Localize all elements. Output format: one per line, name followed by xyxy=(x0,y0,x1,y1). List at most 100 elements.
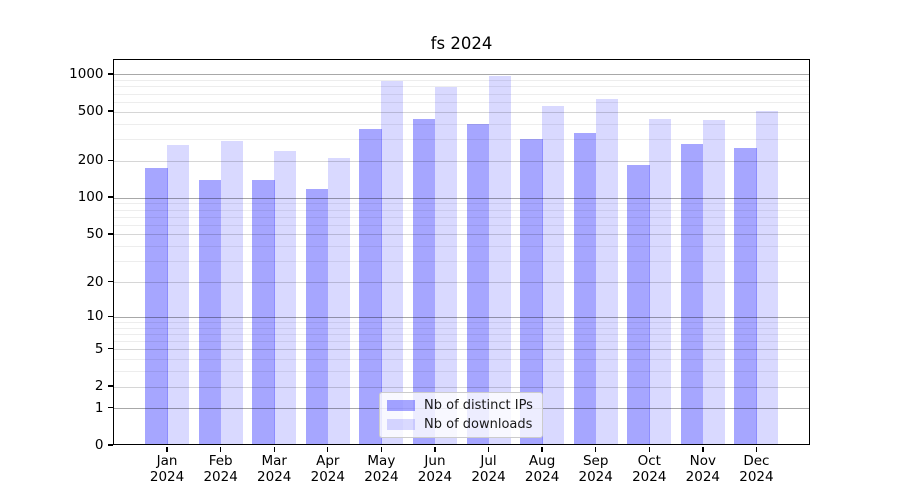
x-tick-mark xyxy=(434,446,436,452)
bar-downloads xyxy=(327,157,350,444)
gridline xyxy=(114,209,809,211)
bar-downloads xyxy=(649,118,672,444)
legend-row: Nb of downloads xyxy=(387,417,533,432)
y-tick-mark xyxy=(107,385,113,387)
bar-downloads xyxy=(381,81,404,444)
y-axis-tick-label: 100 xyxy=(77,189,104,206)
gridline xyxy=(114,101,809,103)
y-axis-tick-label: 2 xyxy=(94,378,104,394)
y-axis-tick-label: 50 xyxy=(86,225,104,242)
y-tick-mark xyxy=(107,196,113,198)
bar-downloads xyxy=(274,150,297,444)
chart-title: fs 2024 xyxy=(430,34,493,53)
bar-downloads xyxy=(434,87,457,444)
gridline xyxy=(114,203,809,205)
bar-downloads xyxy=(756,111,779,444)
gridline xyxy=(114,282,809,283)
gridline xyxy=(114,349,809,351)
x-tick-mark xyxy=(327,446,329,452)
bar-distinct-ips xyxy=(145,167,168,444)
x-tick-mark xyxy=(648,446,650,452)
gridline xyxy=(114,160,809,162)
bar-distinct-ips xyxy=(573,133,597,444)
gridline xyxy=(114,216,809,218)
x-axis-tick-label: Mar 2024 xyxy=(257,453,292,485)
x-axis-tick-label: Jul 2024 xyxy=(471,453,506,485)
y-tick-mark xyxy=(107,73,113,75)
y-axis-tick-label: 0 xyxy=(94,437,104,453)
x-tick-mark xyxy=(541,446,543,452)
bar-downloads xyxy=(167,145,190,444)
x-axis-tick-label: May 2024 xyxy=(364,453,399,485)
y-tick-mark xyxy=(107,110,113,112)
bar-distinct-ips xyxy=(734,148,757,444)
bar-distinct-ips xyxy=(359,128,382,444)
gridline xyxy=(114,321,809,323)
x-tick-mark xyxy=(594,446,597,452)
x-axis-tick-label: Feb 2024 xyxy=(203,453,238,485)
y-tick-mark xyxy=(107,407,113,409)
gridline xyxy=(114,139,809,141)
gridline xyxy=(114,86,809,88)
legend-row: Nb of distinct IPs xyxy=(387,398,533,413)
x-tick-mark xyxy=(380,446,383,452)
gridline xyxy=(114,386,809,388)
plot-inner: Nb of distinct IPs Nb of downloads xyxy=(114,60,809,444)
legend-label: Nb of downloads xyxy=(424,417,533,432)
bar-downloads xyxy=(542,106,565,444)
gridline xyxy=(114,80,809,82)
gridline xyxy=(114,371,809,373)
bar-downloads xyxy=(595,98,618,444)
gridline xyxy=(114,333,809,335)
x-tick-mark xyxy=(166,446,168,452)
y-tick-mark xyxy=(107,348,113,350)
gridline xyxy=(114,93,809,95)
y-tick-mark xyxy=(107,315,113,317)
x-tick-mark xyxy=(755,446,758,452)
gridline xyxy=(114,123,809,125)
x-tick-mark xyxy=(273,446,275,452)
gridline xyxy=(114,246,809,248)
y-axis-tick-label: 1000 xyxy=(69,65,104,82)
legend-swatch-downloads xyxy=(387,419,415,430)
y-tick-mark xyxy=(107,280,113,283)
bar-distinct-ips xyxy=(680,144,704,444)
y-tick-mark xyxy=(107,159,113,161)
bar-distinct-ips xyxy=(466,124,490,444)
y-axis-tick-label: 5 xyxy=(94,340,104,357)
legend: Nb of distinct IPs Nb of downloads xyxy=(379,392,543,438)
x-tick-mark xyxy=(487,446,490,452)
bar-distinct-ips xyxy=(198,180,222,444)
y-tick-mark xyxy=(107,233,113,235)
gridline xyxy=(114,74,809,76)
gridline xyxy=(114,261,809,263)
x-axis-tick-label: Jan 2024 xyxy=(149,453,185,485)
legend-swatch-distinct-ips xyxy=(387,400,415,411)
gridline xyxy=(114,234,809,236)
y-axis-tick-label: 200 xyxy=(77,152,104,169)
x-axis-tick-label: Aug 2024 xyxy=(524,453,560,485)
y-axis-tick-label: 1 xyxy=(94,399,104,416)
x-axis-tick-label: Jun 2024 xyxy=(417,453,453,485)
gridline xyxy=(114,111,809,113)
y-axis-tick-label: 10 xyxy=(86,308,104,325)
x-axis-tick-label: Sep 2024 xyxy=(578,453,613,485)
gridline xyxy=(114,224,809,226)
x-tick-mark xyxy=(219,446,222,452)
x-axis-tick-label: Dec 2024 xyxy=(739,453,774,485)
gridline xyxy=(114,316,809,318)
x-tick-mark xyxy=(702,446,704,452)
y-axis-tick-label: 20 xyxy=(86,273,104,290)
x-axis-tick-label: Oct 2024 xyxy=(632,453,667,485)
x-axis-tick-label: Apr 2024 xyxy=(310,453,345,485)
gridline xyxy=(114,359,809,361)
gridline xyxy=(114,197,809,199)
bar-distinct-ips xyxy=(305,188,329,444)
bar-downloads xyxy=(488,76,511,444)
gridline xyxy=(114,327,809,329)
bar-downloads xyxy=(702,119,725,444)
bar-distinct-ips xyxy=(252,180,275,444)
bar-distinct-ips xyxy=(627,164,650,444)
x-axis-tick-label: Nov 2024 xyxy=(685,453,721,485)
